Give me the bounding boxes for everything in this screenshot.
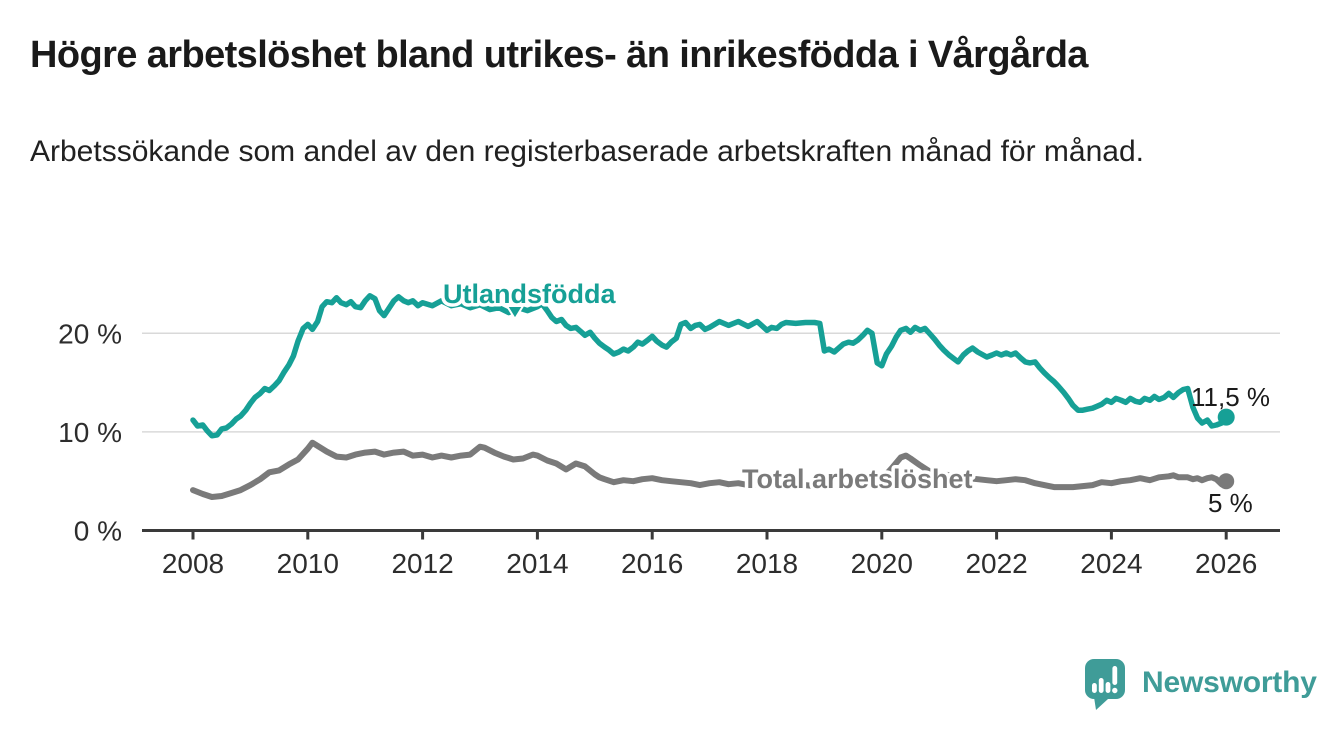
logo-wordmark: Newsworthy — [1142, 666, 1317, 699]
annotations: Utlandsfödda 11,5 % Total arbetslöshet 5 % — [440, 276, 1271, 519]
page-title: Högre arbetslöshet bland utrikes- än inr… — [30, 34, 1088, 76]
speech-bubble-bar-chart-icon — [1085, 659, 1125, 710]
series-label: Total arbetslöshet — [742, 464, 973, 494]
y-tick-label: 0 % — [74, 516, 122, 547]
x-tick-label: 2026 — [1195, 548, 1257, 579]
series-line-total — [190, 439, 1230, 500]
x-tick-label: 2016 — [621, 548, 683, 579]
y-tick-label: 20 % — [58, 318, 122, 349]
x-tick-label: 2010 — [277, 548, 339, 579]
end-value-label: 5 % — [1208, 488, 1253, 518]
series-lines — [190, 293, 1235, 500]
series-label: Utlandsfödda — [443, 279, 616, 309]
x-tick-label: 2018 — [736, 548, 798, 579]
chart-subtitle: Arbetssökande som andel av den registerb… — [30, 135, 1144, 168]
newsworthy-logo: Newsworthy — [1084, 656, 1317, 710]
series-end-dot — [1218, 473, 1235, 490]
x-tick-label: 2024 — [1080, 548, 1142, 579]
x-axis: 2008 2010 2012 2014 2016 2018 2020 2022 2024 2026 — [142, 529, 1280, 579]
end-value-label: 11,5 % — [1191, 382, 1270, 412]
x-tick-label: 2008 — [162, 548, 224, 579]
series-line-utlandsfodda — [190, 293, 1229, 439]
x-tick-label: 2014 — [506, 548, 568, 579]
y-axis-labels: 0 % 10 % 20 % — [58, 318, 122, 546]
x-tick-label: 2012 — [391, 548, 453, 579]
x-tick-label: 2020 — [851, 548, 913, 579]
gridlines — [142, 332, 1280, 433]
x-tick-label: 2022 — [965, 548, 1027, 579]
series-label-pointer-icon — [505, 305, 525, 321]
y-tick-label: 10 % — [58, 417, 122, 448]
series-end-dot — [1217, 408, 1235, 426]
